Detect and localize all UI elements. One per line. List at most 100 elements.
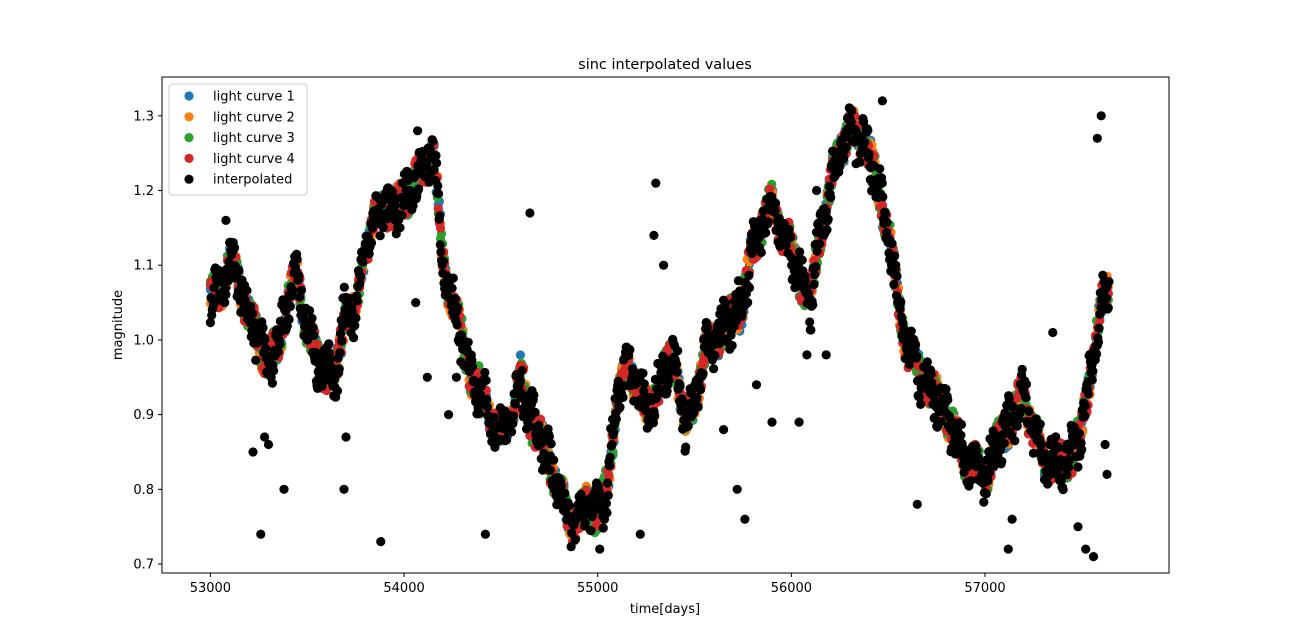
- interpolated-point: [995, 445, 1006, 455]
- interpolated-point: [882, 217, 892, 228]
- interpolated-point: [447, 283, 457, 293]
- interpolated-point: [999, 438, 1009, 448]
- interpolated-point: [740, 514, 750, 524]
- light-curve-4-point: [1095, 316, 1105, 326]
- interpolated-point: [549, 455, 559, 465]
- interpolated-point: [556, 481, 566, 491]
- interpolated-point: [895, 304, 905, 314]
- interpolated-point: [388, 187, 398, 197]
- interpolated-point: [433, 189, 444, 199]
- interpolated-point: [770, 205, 780, 215]
- interpolated-point: [889, 279, 899, 290]
- interpolated-point: [639, 379, 649, 389]
- interpolated-point: [887, 239, 897, 249]
- interpolated-point: [349, 333, 359, 343]
- interpolated-point: [891, 260, 901, 270]
- interpolated-point: [335, 329, 346, 339]
- interpolated-point: [467, 362, 478, 372]
- interpolated-point: [355, 279, 365, 289]
- interpolated-point: [603, 490, 613, 500]
- interpolated-point: [337, 336, 347, 346]
- interpolated-point: [221, 215, 231, 225]
- interpolated-point: [508, 419, 518, 429]
- interpolated-point: [205, 318, 215, 328]
- chart-title: sinc interpolated values: [578, 57, 752, 73]
- interpolated-point: [1083, 389, 1094, 399]
- interpolated-point: [350, 320, 360, 331]
- interpolated-point: [815, 239, 825, 249]
- interpolated-point: [435, 240, 445, 250]
- interpolated-point: [966, 476, 976, 486]
- interpolated-point: [1058, 485, 1068, 495]
- interpolated-point: [260, 335, 270, 345]
- interpolated-point: [263, 439, 274, 450]
- interpolated-point: [395, 223, 405, 233]
- interpolated-point: [785, 232, 796, 243]
- interpolated-point: [812, 246, 822, 256]
- interpolated-point: [482, 394, 492, 404]
- interpolated-point: [732, 484, 742, 494]
- interpolated-point: [544, 432, 555, 442]
- interpolated-point: [809, 279, 819, 290]
- interpolated-point: [1054, 442, 1064, 452]
- interpolated-point: [794, 417, 804, 427]
- x-tick-label: 55000: [577, 581, 618, 596]
- interpolated-point: [771, 198, 781, 208]
- interpolated-point: [450, 294, 460, 304]
- interpolated-point: [586, 526, 596, 536]
- interpolated-point: [422, 160, 432, 170]
- legend-marker: [184, 174, 194, 184]
- x-tick-label: 53000: [190, 581, 231, 596]
- interpolated-point: [474, 409, 484, 419]
- interpolated-point: [744, 270, 754, 280]
- interpolated-point: [285, 301, 295, 311]
- interpolated-point: [839, 153, 849, 163]
- interpolated-point: [635, 529, 645, 539]
- interpolated-point: [566, 542, 576, 552]
- interpolated-point: [821, 350, 831, 360]
- interpolated-point: [1094, 323, 1104, 333]
- interpolated-point: [246, 301, 256, 312]
- interpolated-point: [432, 158, 442, 168]
- interpolated-point: [242, 285, 252, 296]
- interpolated-point: [435, 211, 445, 221]
- interpolated-point: [481, 375, 491, 385]
- interpolated-point: [1103, 303, 1113, 313]
- light-curve-4-point: [433, 204, 443, 214]
- interpolated-point: [480, 367, 490, 378]
- interpolated-point: [411, 298, 421, 308]
- interpolated-point: [234, 265, 244, 275]
- interpolated-point: [607, 440, 617, 450]
- y-tick-label: 0.8: [133, 483, 154, 498]
- interpolated-point: [875, 164, 885, 174]
- interpolated-point: [452, 320, 462, 330]
- interpolated-point: [260, 432, 270, 442]
- interpolated-point: [1016, 403, 1026, 413]
- interpolated-point: [926, 387, 936, 397]
- interpolated-point: [997, 456, 1007, 466]
- interpolated-point: [1069, 440, 1079, 450]
- legend-label: light curve 4: [213, 152, 295, 167]
- interpolated-point: [936, 416, 946, 426]
- interpolated-point: [683, 421, 693, 431]
- interpolated-point: [1081, 544, 1091, 554]
- interpolated-point: [890, 251, 900, 261]
- interpolated-point: [810, 270, 820, 280]
- y-tick-label: 1.0: [133, 333, 154, 348]
- interpolated-point: [324, 339, 334, 349]
- interpolated-point: [1043, 479, 1053, 489]
- interpolated-point: [681, 442, 691, 452]
- interpolated-point: [294, 271, 304, 281]
- interpolated-point: [877, 96, 888, 106]
- interpolated-point: [604, 461, 615, 471]
- x-tick-label: 57000: [964, 581, 1005, 596]
- y-axis-ticks: 0.70.80.91.01.11.21.3: [133, 109, 162, 573]
- interpolated-point: [756, 247, 766, 257]
- interpolated-point: [428, 136, 438, 146]
- interpolated-point: [671, 359, 682, 369]
- interpolated-point: [560, 488, 570, 498]
- interpolated-point: [525, 208, 535, 218]
- interpolated-point: [601, 498, 612, 508]
- interpolated-point: [1051, 432, 1061, 442]
- interpolated-point: [651, 178, 661, 188]
